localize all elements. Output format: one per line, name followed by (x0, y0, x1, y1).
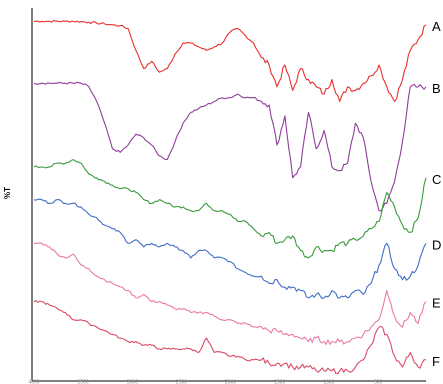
series-line-b (33, 81, 427, 212)
series-label-f: F (432, 354, 440, 369)
y-axis-label: %T (3, 187, 12, 199)
series-line-d (33, 198, 427, 300)
x-tick-label: 2000 (225, 380, 236, 384)
x-tick-label: 1000 (323, 380, 334, 384)
series-line-f (33, 300, 426, 375)
series-label-b: B (432, 81, 441, 96)
x-tick-label: 1500 (274, 380, 285, 384)
series-line-c (33, 159, 427, 259)
series-label-a: A (432, 19, 441, 34)
series-label-e: E (432, 296, 441, 311)
x-tick-label: 3000 (127, 380, 138, 384)
x-tick-label: 3500 (78, 380, 89, 384)
x-tick-label: 4000 (28, 380, 39, 384)
series-label-c: C (432, 172, 441, 187)
series-labels: A B C D E F (432, 19, 441, 369)
series-line-a (34, 19, 427, 102)
spectra (33, 19, 427, 375)
series-label-d: D (432, 237, 441, 252)
x-tick-labels: 4000 3500 3000 2500 2000 1500 1000 500 (28, 380, 382, 384)
x-tick-label: 500 (374, 380, 383, 384)
x-tick-label: 2500 (176, 380, 187, 384)
series-line-e (33, 242, 427, 345)
